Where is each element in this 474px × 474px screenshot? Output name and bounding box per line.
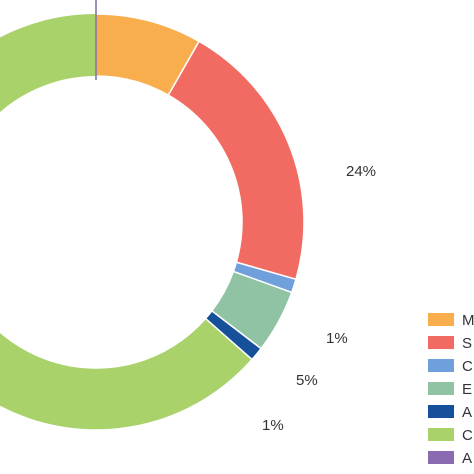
legend-label-6: A: [462, 450, 472, 467]
legend-label-2: C: [462, 358, 473, 375]
legend-swatch-3: [428, 382, 454, 395]
donut-slice-remaining: [0, 14, 96, 113]
legend-swatch-1: [428, 336, 454, 349]
legend-swatch-2: [428, 359, 454, 372]
slice-labels: 24% 1% 5% 1%: [262, 163, 376, 434]
legend-label-5: C: [462, 427, 473, 444]
legend-swatch-6: [428, 451, 454, 464]
legend-swatch-5: [428, 428, 454, 441]
legend-swatch-4: [428, 405, 454, 418]
slice-label-2: 1%: [326, 330, 348, 347]
donut-slice-1: [167, 40, 305, 281]
donut-slice-5: [0, 317, 254, 431]
slice-label-3: 5%: [296, 372, 318, 389]
legend-swatch-0: [428, 313, 454, 326]
legend-label-0: M: [462, 312, 474, 329]
legend-label-4: A: [462, 404, 472, 421]
donut-slices: [0, 13, 305, 431]
legend-label-3: E: [462, 381, 472, 398]
slice-label-4: 1%: [262, 417, 284, 434]
legend-label-1: S: [462, 335, 472, 352]
slice-label-1: 24%: [346, 163, 376, 180]
